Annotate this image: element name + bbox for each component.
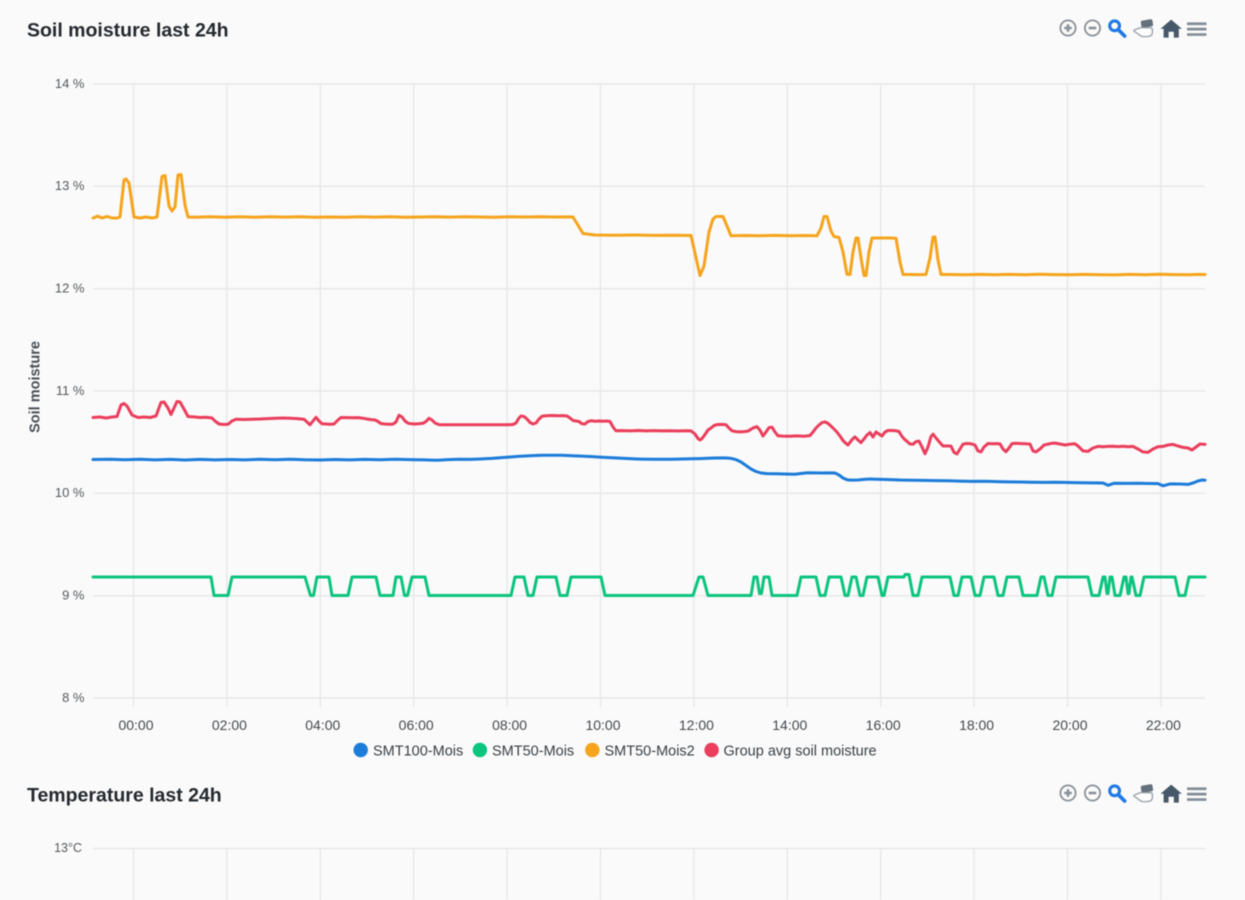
svg-text:SMT50-Mois2: SMT50-Mois2 — [605, 743, 695, 759]
svg-text:8 %: 8 % — [62, 690, 85, 705]
svg-text:06:00: 06:00 — [399, 717, 434, 733]
svg-text:08:00: 08:00 — [492, 717, 527, 733]
svg-text:SMT50-Mois: SMT50-Mois — [492, 743, 574, 759]
svg-text:14:00: 14:00 — [772, 717, 807, 733]
svg-text:Temperature last 24h: Temperature last 24h — [27, 785, 222, 807]
svg-text:Soil moisture last 24h: Soil moisture last 24h — [27, 20, 229, 42]
svg-text:11 %: 11 % — [56, 383, 85, 398]
svg-text:Group avg soil moisture: Group avg soil moisture — [724, 743, 877, 759]
svg-text:12:00: 12:00 — [679, 717, 714, 733]
svg-text:00:00: 00:00 — [118, 717, 153, 733]
svg-text:16:00: 16:00 — [866, 717, 901, 733]
svg-text:12 %: 12 % — [55, 281, 85, 296]
svg-text:13 %: 13 % — [55, 178, 85, 193]
svg-text:04:00: 04:00 — [305, 717, 340, 733]
svg-text:22:00: 22:00 — [1146, 717, 1181, 733]
svg-text:02:00: 02:00 — [212, 717, 247, 733]
svg-text:14 %: 14 % — [55, 76, 85, 91]
svg-text:10 %: 10 % — [55, 485, 85, 500]
svg-text:20:00: 20:00 — [1052, 717, 1087, 733]
svg-text:10:00: 10:00 — [585, 717, 620, 733]
svg-text:Soil moisture: Soil moisture — [28, 341, 44, 433]
svg-text:9 %: 9 % — [62, 588, 85, 603]
svg-text:18:00: 18:00 — [959, 717, 994, 733]
svg-text:13°C: 13°C — [54, 841, 82, 855]
svg-text:SMT100-Mois: SMT100-Mois — [373, 743, 463, 759]
